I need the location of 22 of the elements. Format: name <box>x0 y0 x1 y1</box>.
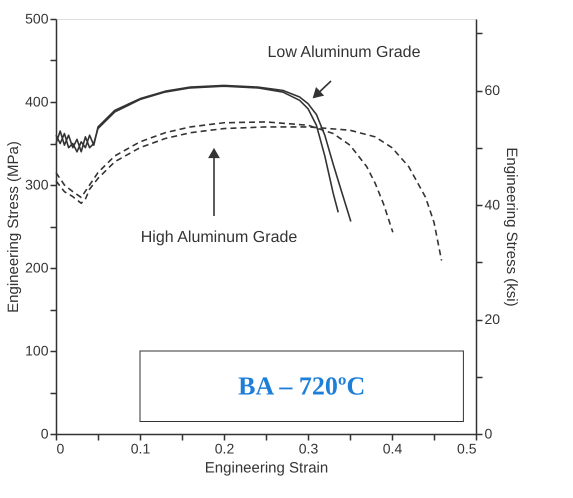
x-axis-title: Engineering Strain <box>204 460 328 476</box>
y-tick-label: 400 <box>25 94 49 110</box>
y-tick-label: 100 <box>25 342 49 358</box>
annotation: Low Aluminum Grade <box>268 44 421 61</box>
y2-tick-label: 60 <box>484 82 500 98</box>
y-axis-title: Engineering Stress (MPa) <box>5 141 22 313</box>
x-tick-label: 0.4 <box>382 440 402 456</box>
y2-tick-label: 0 <box>484 426 492 442</box>
y-tick-label: 0 <box>40 426 49 442</box>
y-tick-label: 200 <box>25 260 49 276</box>
annotation: BA – 720ºC <box>238 371 366 400</box>
y-tick-label: 300 <box>25 176 49 192</box>
y2-tick-label: 40 <box>484 196 500 213</box>
x-tick-label: 0 <box>56 440 64 456</box>
annotation: High Aluminum Grade <box>140 229 298 246</box>
x-tick-label: 0.2 <box>214 440 234 456</box>
y2-tick-label: 20 <box>484 311 500 328</box>
x-tick-label: 0.1 <box>130 440 150 456</box>
x-tick-label: 0.3 <box>298 440 318 456</box>
y2-axis-title: Engineering Stress (ksi) <box>503 147 520 307</box>
y-tick-label: 500 <box>25 10 49 26</box>
x-tick-label: 0.5 <box>457 440 477 456</box>
